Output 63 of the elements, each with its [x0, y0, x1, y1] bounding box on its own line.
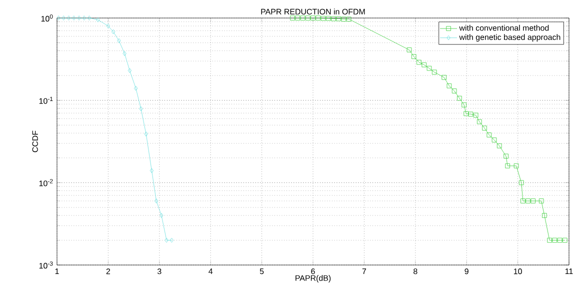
point [154, 198, 158, 204]
point [82, 16, 86, 20]
point [477, 119, 482, 124]
point [406, 47, 412, 52]
point [336, 16, 341, 22]
point [538, 198, 544, 204]
point [457, 96, 462, 101]
point [557, 238, 562, 243]
point [290, 16, 295, 20]
point [331, 16, 336, 22]
point [519, 180, 524, 186]
point [326, 16, 331, 21]
point [411, 54, 416, 59]
point [164, 238, 168, 243]
point [305, 16, 310, 20]
point [520, 198, 526, 204]
point [426, 66, 432, 71]
point [150, 168, 154, 174]
point [117, 38, 121, 44]
point [482, 126, 487, 130]
point [128, 68, 132, 73]
point [526, 198, 530, 204]
point [422, 62, 426, 68]
point [66, 16, 71, 20]
point [486, 132, 492, 138]
point [432, 70, 437, 75]
point [462, 102, 466, 108]
point [96, 17, 100, 22]
point [473, 112, 478, 118]
point [144, 132, 148, 136]
point [446, 83, 452, 88]
point [160, 213, 164, 218]
point [547, 238, 552, 243]
point [341, 16, 346, 22]
point [468, 112, 474, 117]
point [542, 213, 547, 218]
point [316, 16, 321, 20]
point [562, 238, 568, 243]
point [452, 88, 457, 94]
point [320, 16, 326, 21]
point [122, 51, 126, 56]
point [442, 75, 446, 80]
point [505, 163, 510, 168]
point [310, 16, 316, 20]
point [504, 154, 508, 159]
point [134, 86, 138, 91]
point [62, 16, 66, 20]
point [295, 16, 300, 20]
point [77, 16, 81, 20]
point [416, 60, 422, 65]
point [552, 238, 558, 243]
point [106, 24, 110, 28]
point [496, 143, 502, 148]
point [514, 163, 519, 168]
point [492, 138, 497, 142]
point [87, 16, 92, 20]
point [464, 111, 468, 116]
point [300, 16, 306, 20]
point [346, 16, 352, 22]
point [139, 106, 143, 112]
point [530, 198, 536, 204]
point [111, 29, 116, 34]
point [72, 16, 76, 20]
